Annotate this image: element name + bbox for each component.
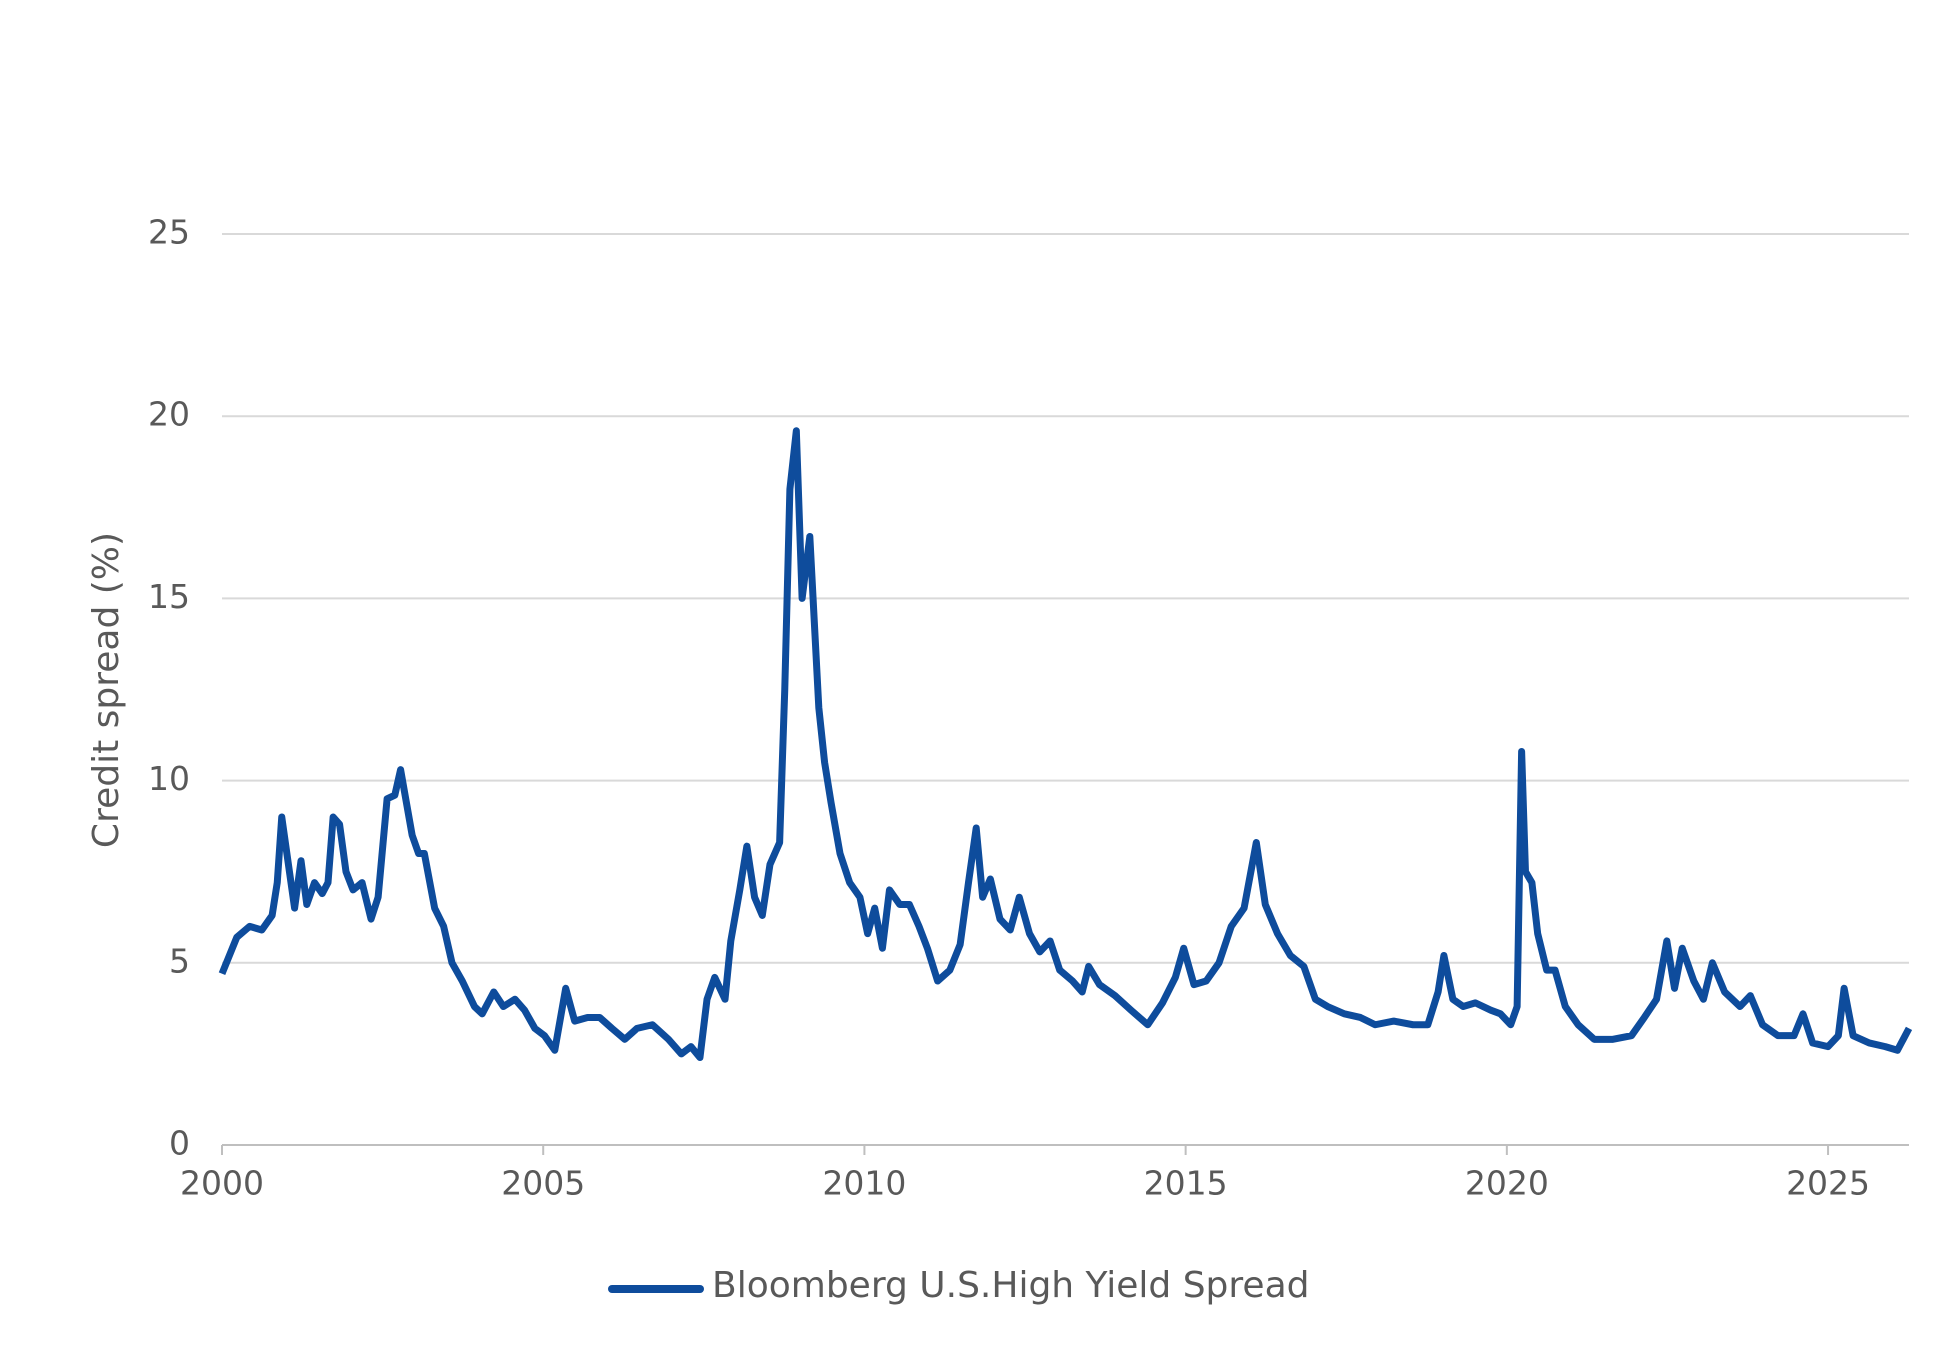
y-tick-label: 5 (169, 941, 190, 980)
y-tick-label: 25 (148, 213, 190, 252)
y-axis-label: Credit spread (%) (86, 532, 127, 848)
y-tick-label: 15 (148, 577, 190, 616)
y-tick-label: 10 (148, 759, 190, 798)
x-tick-label: 2015 (1144, 1164, 1228, 1203)
x-tick-label: 2005 (501, 1164, 585, 1203)
series-line (218, 427, 1913, 1062)
x-tick-label: 2020 (1465, 1164, 1549, 1203)
x-tick-label: 2025 (1786, 1164, 1870, 1203)
legend-label: Bloomberg U.S.High Yield Spread (712, 1265, 1309, 1306)
x-tick-label: 2010 (822, 1164, 906, 1203)
y-tick-label: 0 (169, 1124, 190, 1163)
x-tick-label: 2000 (180, 1164, 264, 1203)
y-tick-label: 20 (148, 395, 190, 434)
